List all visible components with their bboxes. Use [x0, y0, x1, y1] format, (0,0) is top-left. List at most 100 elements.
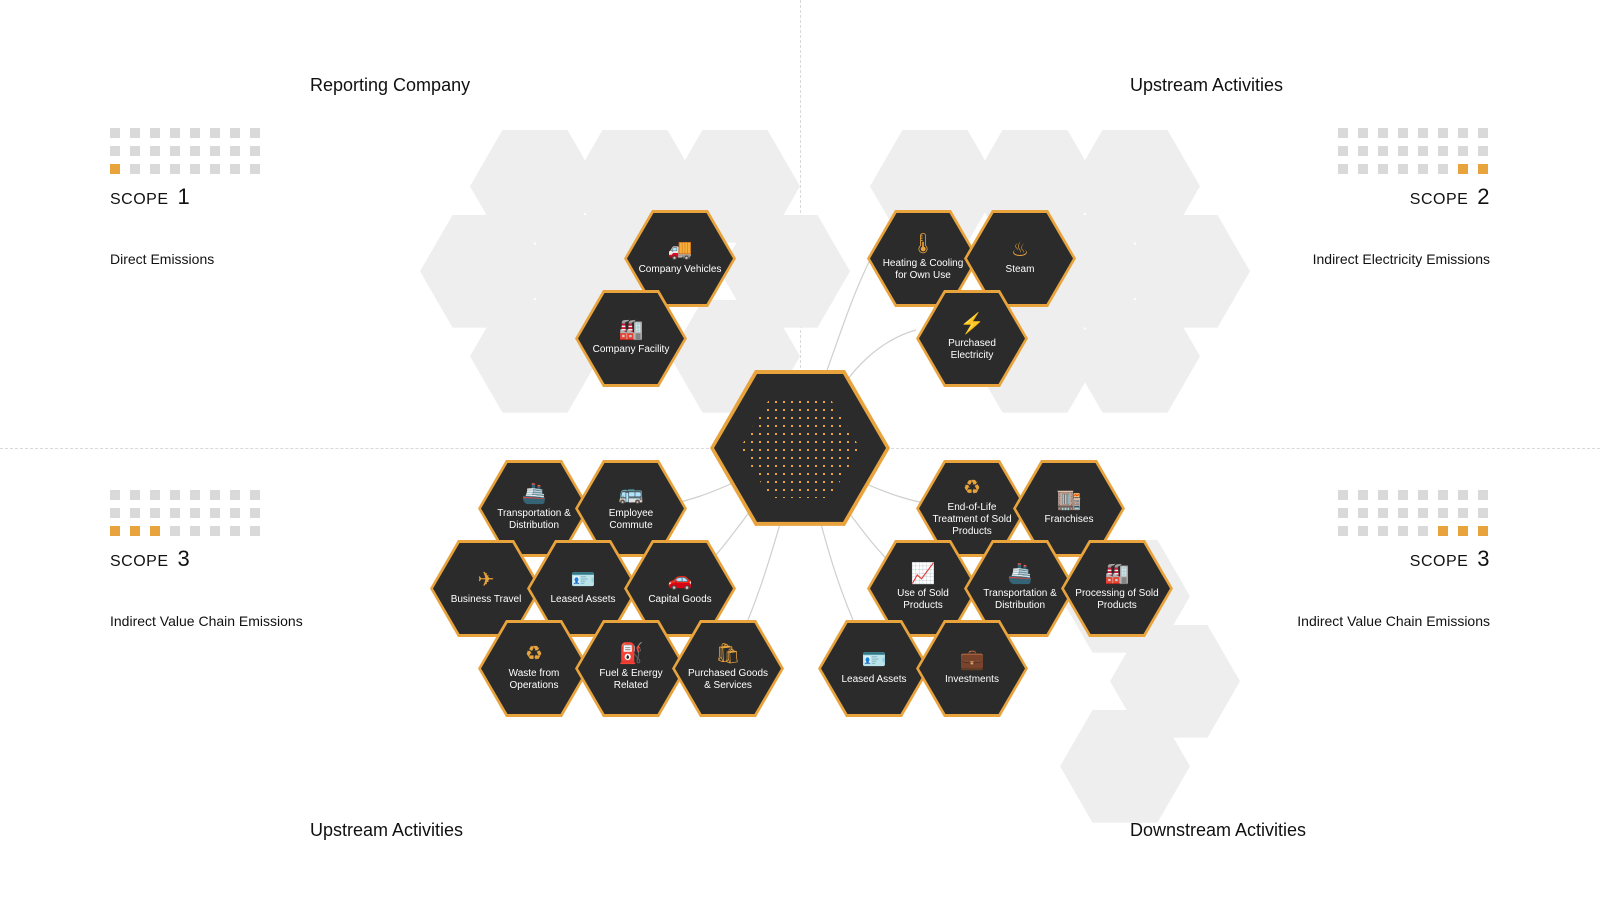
grid-dot: [170, 508, 180, 518]
grid-dot: [250, 146, 260, 156]
grid-dot: [1458, 508, 1468, 518]
dot-grid: [110, 128, 310, 174]
grid-dot: [1338, 146, 1348, 156]
grid-dot: [1438, 508, 1448, 518]
grid-dot: [110, 490, 120, 500]
grid-dot: [190, 128, 200, 138]
grid-dot: [1398, 526, 1408, 536]
grid-dot: [1378, 128, 1388, 138]
grid-dot: [1458, 490, 1468, 500]
grid-dot: [1338, 526, 1348, 536]
grid-dot: [1478, 146, 1488, 156]
grid-dot: [1438, 146, 1448, 156]
grid-dot: [1398, 164, 1408, 174]
dot-grid: [110, 490, 310, 536]
grid-dot: [1478, 490, 1488, 500]
grid-dot: [1458, 526, 1468, 536]
grid-dot: [1378, 508, 1388, 518]
grid-dot: [1478, 164, 1488, 174]
grid-dot: [1398, 146, 1408, 156]
scope-label: SCOPE 3: [110, 546, 310, 572]
grid-dot: [1438, 128, 1448, 138]
grid-dot: [1458, 128, 1468, 138]
grid-dot: [250, 526, 260, 536]
grid-dot: [210, 164, 220, 174]
grid-dot: [210, 490, 220, 500]
grid-dot: [1478, 508, 1488, 518]
grid-dot: [170, 526, 180, 536]
grid-dot: [110, 128, 120, 138]
grid-dot: [230, 526, 240, 536]
grid-dot: [1398, 128, 1408, 138]
grid-dot: [230, 490, 240, 500]
section-title-top-left: Reporting Company: [310, 75, 470, 96]
hex-label: Investments: [945, 674, 999, 686]
lease-icon: 🪪: [571, 570, 596, 590]
plane-icon: ✈: [478, 570, 495, 590]
grid-dot: [150, 490, 160, 500]
hex-label: Processing of Sold Products: [1074, 588, 1160, 612]
grid-dot: [190, 164, 200, 174]
grid-dot: [170, 128, 180, 138]
scope-subtitle: Indirect Electricity Emissions: [1290, 250, 1490, 269]
grid-dot: [1458, 164, 1468, 174]
grid-dot: [210, 508, 220, 518]
hex-label: Fuel & Energy Related: [588, 668, 674, 692]
scope-block-s3l: SCOPE 3 Indirect Value Chain Emissions: [110, 490, 310, 631]
cart-icon: 🛍: [715, 644, 740, 664]
scope-block-s3r: SCOPE 3Indirect Value Chain Emissions: [1290, 490, 1490, 631]
grid-dot: [210, 526, 220, 536]
grid-dot: [1398, 490, 1408, 500]
section-title-top-right: Upstream Activities: [1130, 75, 1283, 96]
grid-dot: [1338, 128, 1348, 138]
grid-dot: [130, 128, 140, 138]
grid-dot: [1378, 146, 1388, 156]
scope-label: SCOPE 1: [110, 184, 310, 210]
grid-dot: [110, 526, 120, 536]
recycle-icon: ♻: [963, 478, 981, 498]
chart-icon: 📈: [911, 564, 936, 584]
building-icon: 🏭: [619, 320, 644, 340]
grid-dot: [1418, 526, 1428, 536]
grid-dot: [230, 146, 240, 156]
hex-label: Company Facility: [593, 344, 670, 356]
section-title-bottom-right: Downstream Activities: [1130, 820, 1306, 841]
hex-label: Franchises: [1045, 514, 1094, 526]
scope-subtitle: Indirect Value Chain Emissions: [110, 612, 310, 631]
grid-dot: [210, 146, 220, 156]
grid-dot: [150, 526, 160, 536]
grid-dot: [1358, 164, 1368, 174]
grid-dot: [1358, 146, 1368, 156]
car-icon: 🚗: [668, 570, 693, 590]
grid-dot: [1338, 164, 1348, 174]
grid-dot: [110, 508, 120, 518]
grid-dot: [210, 128, 220, 138]
grid-dot: [190, 146, 200, 156]
dot-grid: [1290, 490, 1490, 536]
hex-label: Business Travel: [451, 594, 522, 606]
grid-dot: [1438, 526, 1448, 536]
scope-block-s1: SCOPE 1 Direct Emissions: [110, 128, 310, 269]
ship-icon: 🚢: [1008, 564, 1033, 584]
hex-label: Use of Sold Products: [880, 588, 966, 612]
grid-dot: [190, 490, 200, 500]
section-title-bottom-left: Upstream Activities: [310, 820, 463, 841]
hex-label: Purchased Electricity: [929, 338, 1015, 362]
store-icon: 🏬: [1057, 490, 1082, 510]
grid-dot: [1478, 526, 1488, 536]
scope-label: SCOPE 2: [1290, 184, 1490, 210]
briefcase-icon: 💼: [960, 650, 985, 670]
grid-dot: [250, 490, 260, 500]
scope-subtitle: Indirect Value Chain Emissions: [1290, 612, 1490, 631]
grid-dot: [1418, 508, 1428, 518]
grid-dot: [150, 146, 160, 156]
grid-dot: [1358, 128, 1368, 138]
grid-dot: [230, 508, 240, 518]
steam-icon: ♨: [1011, 240, 1029, 260]
grid-dot: [1458, 146, 1468, 156]
hex-label: Capital Goods: [648, 594, 711, 606]
scope-subtitle: Direct Emissions: [110, 250, 310, 269]
dotfield-icon: [740, 398, 860, 498]
grid-dot: [1418, 146, 1428, 156]
grid-dot: [1418, 164, 1428, 174]
